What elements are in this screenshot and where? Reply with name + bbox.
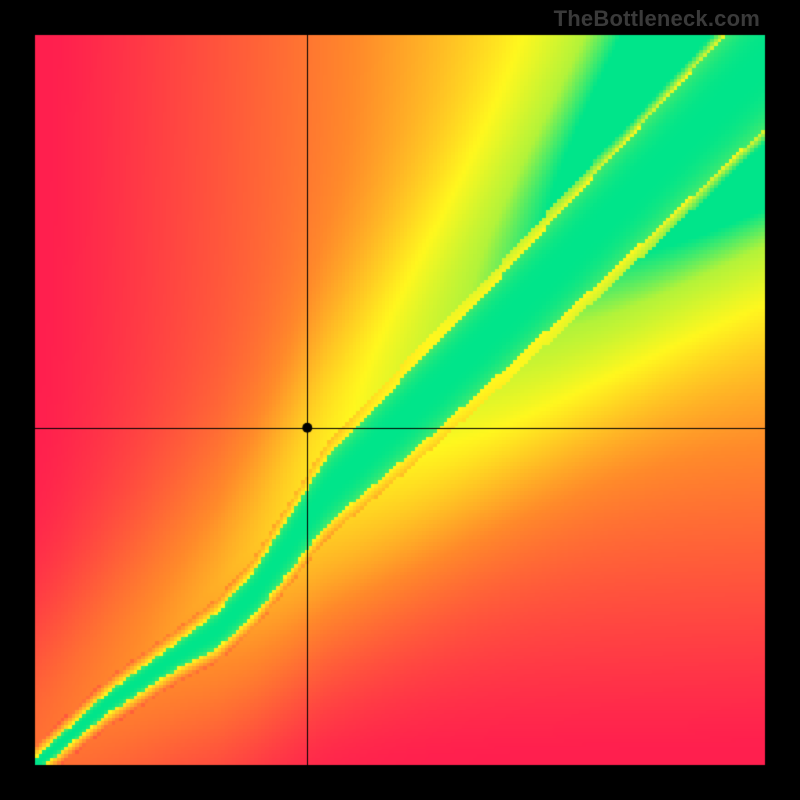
watermark-text: TheBottleneck.com xyxy=(554,6,760,32)
bottleneck-heatmap xyxy=(0,0,800,800)
